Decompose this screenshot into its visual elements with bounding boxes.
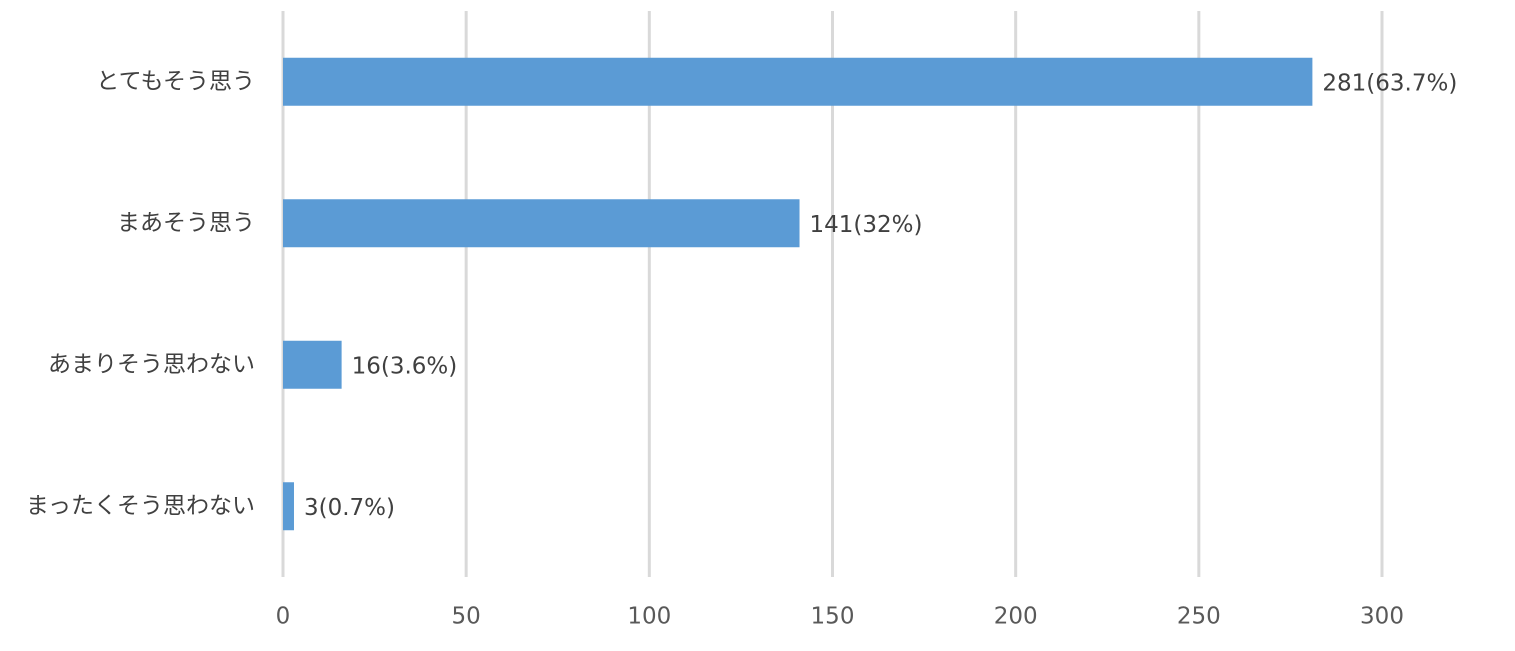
bar — [283, 199, 800, 248]
x-tick-label: 300 — [1360, 604, 1404, 630]
x-tick-label: 200 — [994, 604, 1038, 630]
value-label: 16(3.6%) — [352, 353, 458, 379]
category-label: あまりそう思わない — [48, 351, 255, 377]
bar — [283, 482, 294, 531]
x-tick-label: 50 — [452, 604, 481, 630]
x-tick-label: 100 — [627, 604, 671, 630]
value-label: 3(0.7%) — [304, 495, 395, 521]
bar — [283, 57, 1313, 106]
x-tick-label: 0 — [276, 604, 291, 630]
category-label: とてもそう思う — [96, 68, 255, 94]
category-label: まあそう思う — [117, 210, 255, 236]
value-label: 141(32%) — [810, 212, 923, 238]
category-label: まったくそう思わない — [26, 493, 255, 519]
bar — [283, 340, 342, 389]
value-label: 281(63.7%) — [1322, 70, 1457, 96]
x-tick-label: 150 — [811, 604, 855, 630]
x-tick-label: 250 — [1177, 604, 1221, 630]
